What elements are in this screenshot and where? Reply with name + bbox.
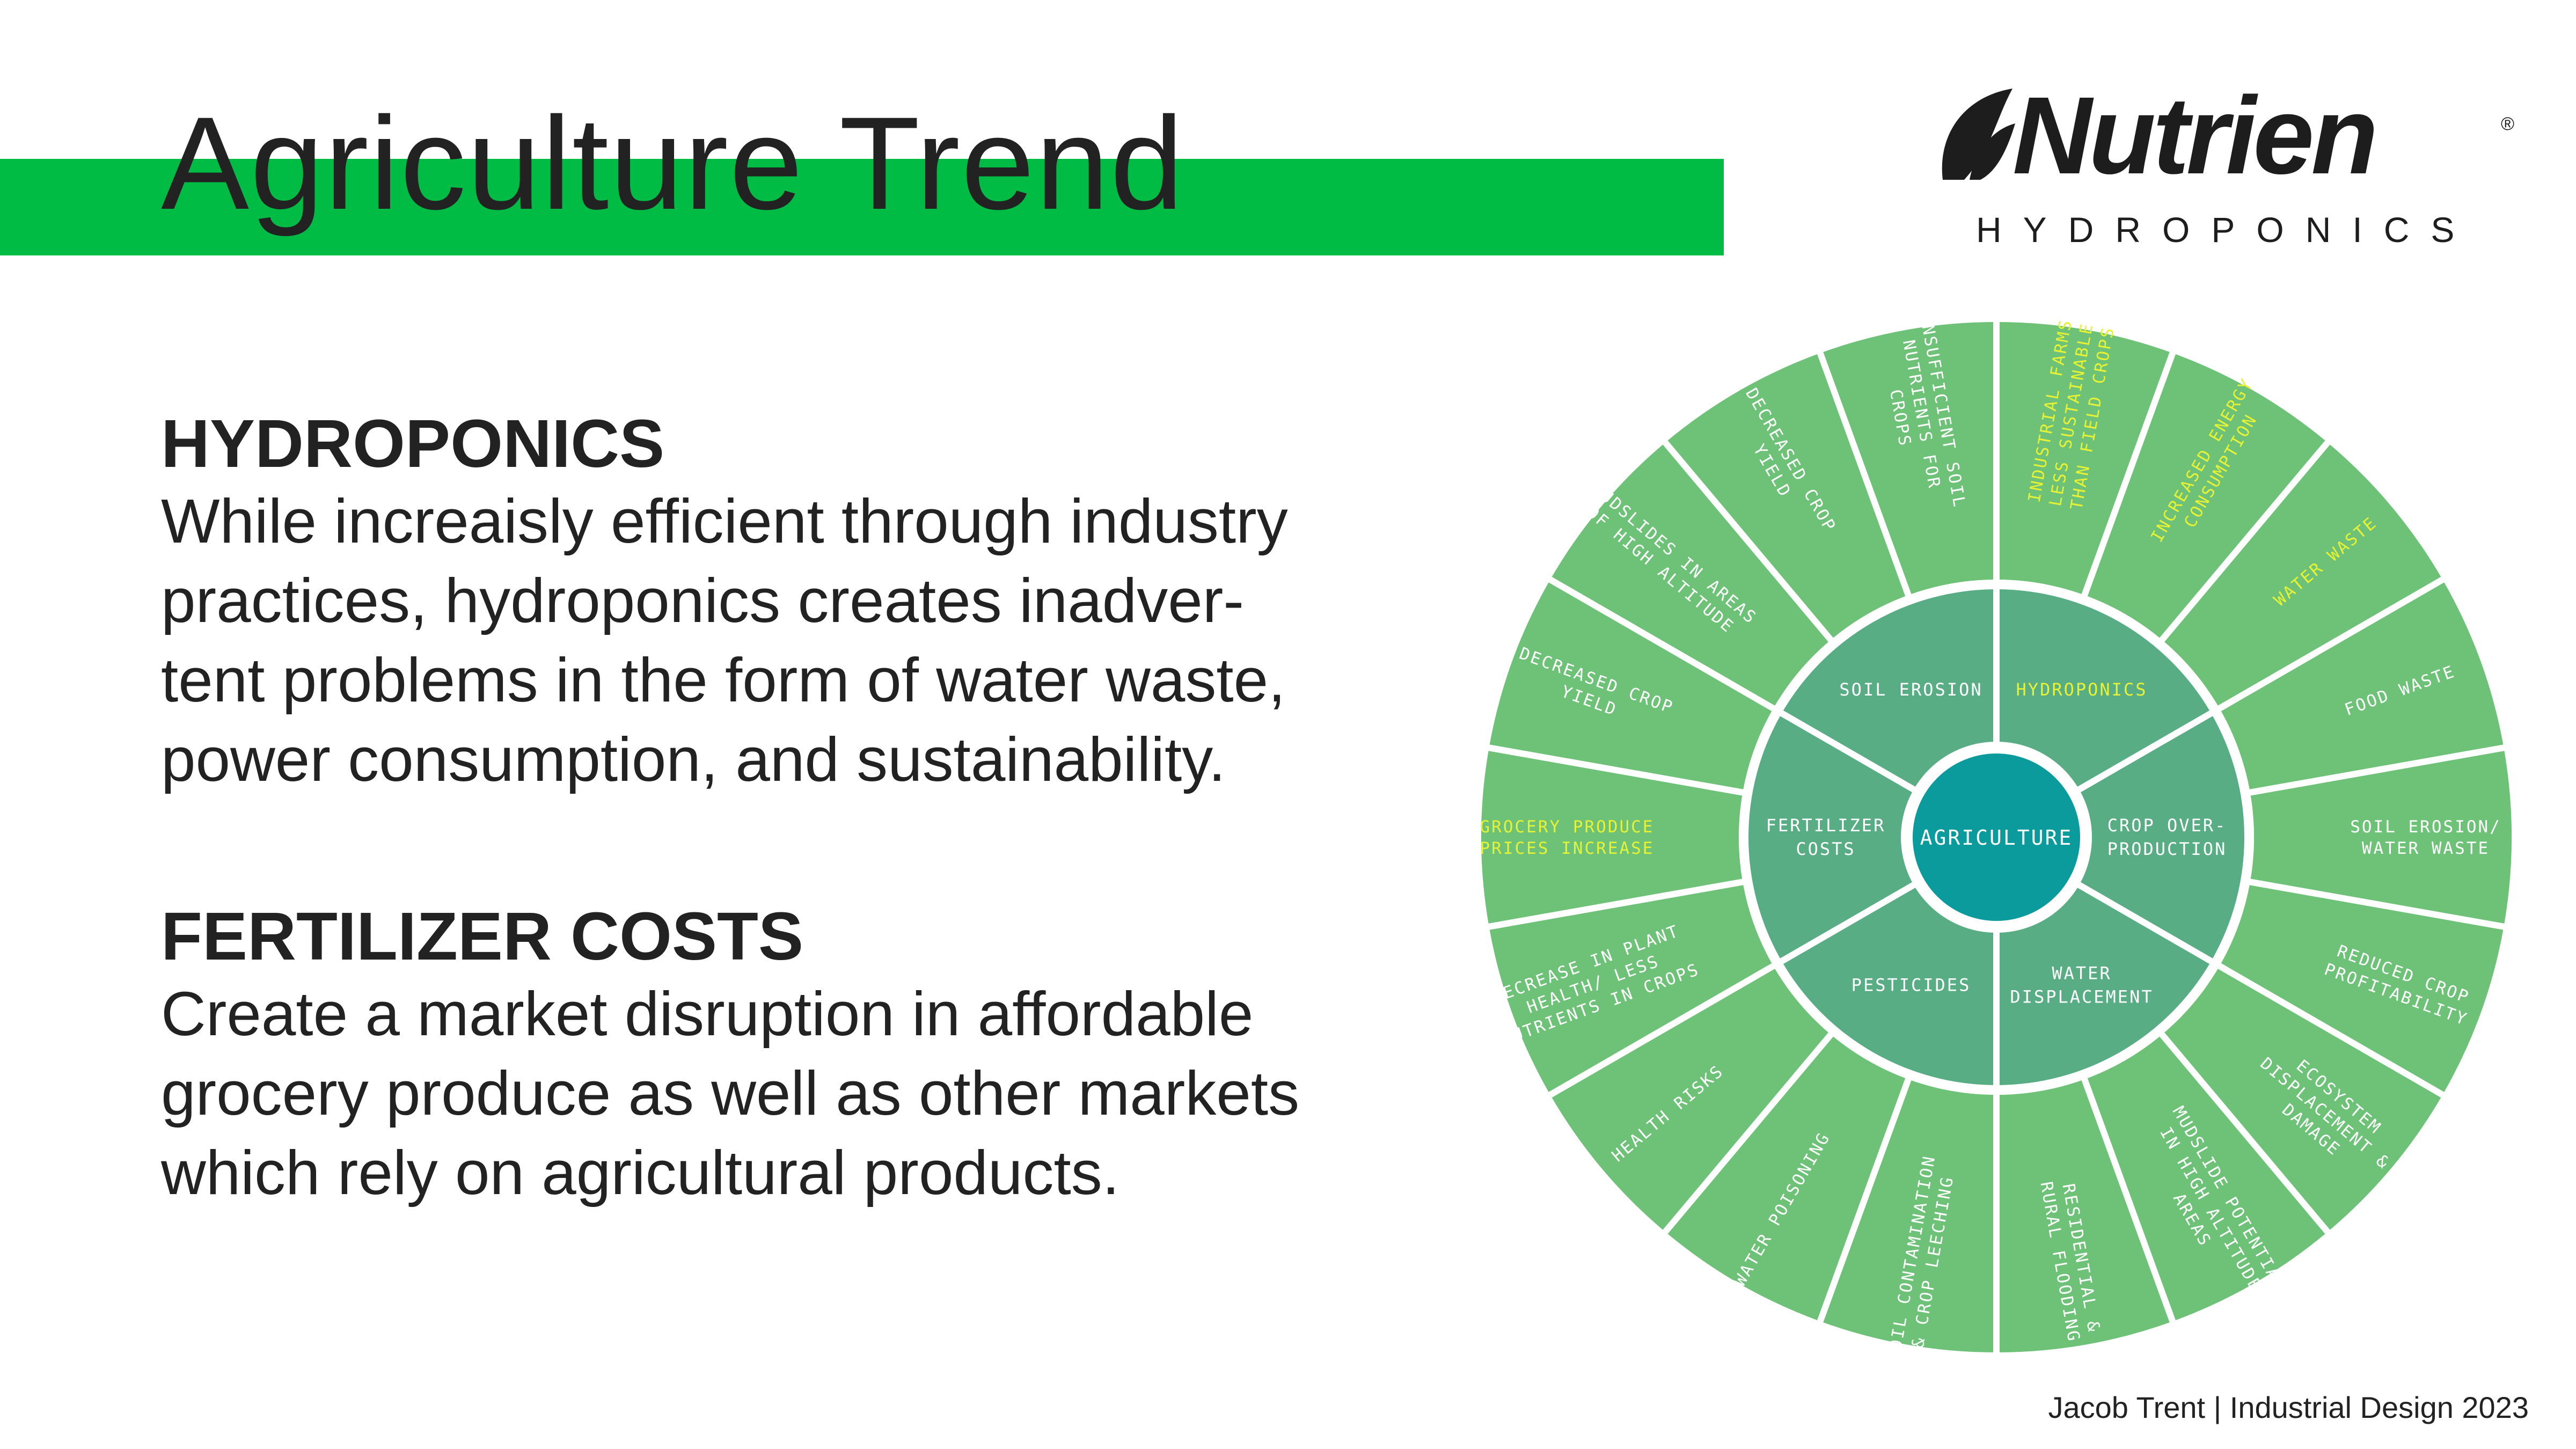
section-body-line: tent problems in the form of water waste…	[161, 645, 1286, 715]
outer-segment	[1481, 748, 1743, 927]
outer-label-line: WATER WASTE	[2362, 839, 2490, 858]
outer-segment	[1550, 966, 1831, 1232]
outer-divider	[1486, 878, 1746, 931]
outer-segment	[1996, 1079, 2173, 1352]
section-body-line: While increaisly efficient through indus…	[161, 486, 1288, 556]
middle-segment	[1781, 884, 1996, 1085]
outer-divider	[1816, 350, 1912, 598]
middle-label-line: PESTICIDES	[1851, 975, 1971, 996]
middle-label-line: PRODUCTION	[2107, 839, 2227, 859]
outer-divider	[1547, 575, 1777, 713]
logo-registered-mark: ®	[2501, 114, 2515, 134]
outer-divider	[2158, 438, 2332, 644]
title-accent-bar	[0, 159, 1724, 255]
middle-divider	[2074, 709, 2215, 794]
middle-divider	[1778, 709, 1919, 794]
outer-label-line: GROCERY PRODUCE	[1480, 817, 1655, 837]
outer-divider	[1661, 438, 1835, 644]
outer-divider	[1816, 1076, 1912, 1324]
center-label: AGRICULTURE	[1920, 826, 2073, 850]
outer-divider	[1547, 962, 1777, 1099]
outer-segment	[2162, 442, 2443, 708]
section-hydroponics: HYDROPONICS While increaisly efficient t…	[161, 406, 1438, 799]
outer-segment	[1665, 353, 1908, 640]
outer-label-line: PRICES INCREASE	[1480, 839, 1655, 858]
outer-segment	[2084, 353, 2328, 640]
outer-segment	[1820, 1079, 1996, 1352]
middle-label-line: COSTS	[1796, 839, 1855, 859]
middle-segment	[1996, 884, 2212, 1085]
section-body-line: Create a market disruption in affordable	[161, 978, 1254, 1049]
outer-segment	[2250, 748, 2512, 927]
outer-segment-label: GROCERY PRODUCE PRICES INCREASE	[1480, 817, 1655, 858]
section-fertilizer-costs: FERTILIZER COSTS Create a market disrupt…	[161, 899, 1438, 1212]
middle-segment	[2078, 713, 2244, 961]
outer-segment-label: SOIL EROSION/WATER WASTE	[2350, 817, 2501, 858]
outer-divider	[1661, 1030, 1835, 1236]
middle-divider	[1778, 880, 1919, 965]
section-body-line: which rely on agricultural products.	[161, 1137, 1119, 1208]
section-body-line: power consumption, and sustainability.	[161, 724, 1226, 794]
outer-segment	[1820, 322, 1996, 595]
outer-segment	[1665, 1034, 1908, 1322]
middle-label-line: DISPLACEMENT	[2010, 987, 2153, 1007]
page-title: Agriculture Trend	[161, 90, 1185, 237]
center-circle	[1913, 753, 2080, 921]
middle-segment	[1996, 589, 2212, 790]
middle-label-line: SOIL EROSION	[1839, 679, 1982, 700]
outer-segment	[2084, 1034, 2328, 1322]
outer-segment	[2162, 966, 2443, 1232]
section-heading: FERTILIZER COSTS	[161, 898, 803, 974]
outer-segment	[1489, 580, 1774, 793]
outer-divider	[1486, 744, 1746, 796]
middle-label-line: HYDROPONICS	[2016, 679, 2148, 700]
brand-logo: Nutrien ® HYDROPONICS	[1932, 80, 2528, 258]
section-body-line: practices, hydroponics creates inadver-	[161, 565, 1245, 635]
outer-divider	[2216, 575, 2446, 713]
middle-label-line: WATER	[2052, 963, 2111, 984]
outer-segment	[1996, 322, 2173, 595]
footer-credit: Jacob Trent | Industrial Design 2023	[2048, 1391, 2529, 1424]
outer-segment	[2219, 882, 2504, 1095]
outer-segment	[2219, 580, 2504, 793]
outer-divider	[2081, 1076, 2177, 1324]
outer-divider	[2158, 1030, 2332, 1236]
outer-label-line: SOIL EROSION/	[2350, 817, 2501, 837]
outer-segment	[1550, 442, 1831, 708]
middle-label-line: CROP OVER-	[2107, 815, 2227, 836]
logo-wordmark: Nutrien	[2012, 74, 2378, 197]
middle-segment	[1748, 713, 1915, 961]
logo-subtitle: HYDROPONICS	[1976, 210, 2476, 250]
section-body-line: grocery produce as well as other markets	[161, 1058, 1300, 1128]
outer-divider	[2081, 350, 2177, 598]
outer-segment	[1489, 882, 1774, 1095]
section-heading: HYDROPONICS	[161, 406, 665, 481]
outer-divider	[2216, 962, 2446, 1099]
outer-divider	[2247, 878, 2507, 931]
leaf-icon	[1942, 89, 2015, 180]
outer-divider	[2247, 744, 2507, 796]
middle-segment	[1781, 589, 1996, 790]
outer-segment-label: RESIDENTIAL &RURAL FLOODING	[2036, 1180, 2104, 1344]
middle-divider	[2074, 880, 2215, 965]
middle-label-line: FERTILIZER	[1766, 815, 1886, 836]
